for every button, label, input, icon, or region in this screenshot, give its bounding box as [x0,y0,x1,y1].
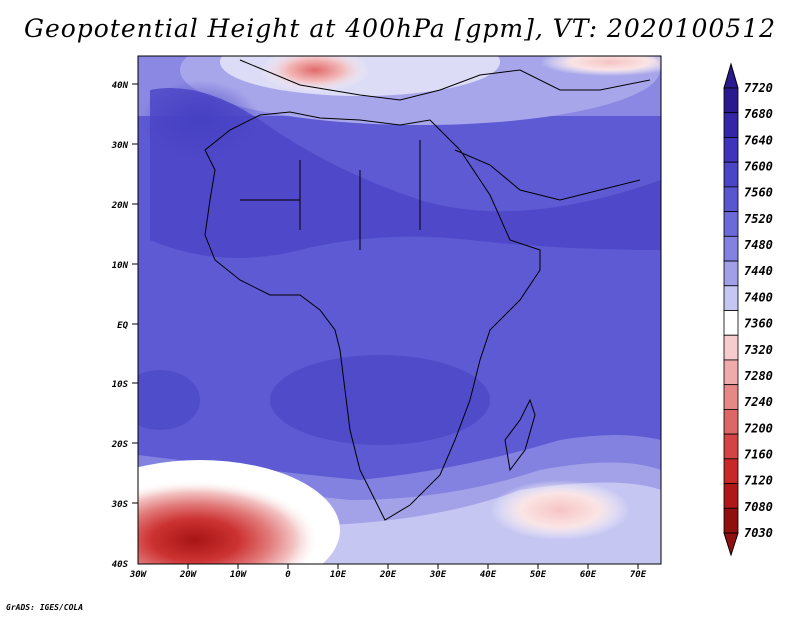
colorbar-swatch [723,186,739,213]
lon-label: 10E [330,570,347,580]
colorbar-swatch [723,137,739,163]
lat-label: 20N [111,201,129,211]
colorbar-swatch [723,384,739,410]
lat-label: 40S [112,560,129,570]
coastlines [204,59,651,521]
colorbar-label: 7120 [744,474,773,488]
colorbar-swatch [723,483,739,509]
lat-label: 20S [111,440,129,450]
lon-label: 30W [129,570,148,580]
colorbar-label: 7280 [744,369,773,383]
colorbar-label: 7560 [744,186,773,200]
lon-label: 20W [179,570,198,580]
colorbar-swatch [723,408,739,435]
colorbar-label: 7440 [744,264,773,278]
lat-label: 40N [112,81,129,91]
colorbar-label: 7320 [744,343,773,357]
lon-label: 70E [630,570,647,580]
colorbar-swatch [723,112,739,138]
colorbar-swatch [723,310,739,336]
colorbar-label: 7400 [744,290,773,304]
lon-label: 20E [379,570,397,580]
colorbar-label: 7200 [744,421,773,435]
colorbar-label: 7600 [744,160,773,174]
lat-label: 30S [111,500,129,510]
lon-label: 50E [530,570,547,580]
map-frame [137,55,662,565]
colorbar-swatch [723,235,739,262]
colorbar-swatch [723,507,739,534]
colorbar-label: 7720 [744,81,773,95]
colorbar-swatch [723,87,739,114]
map-title: Geopotential Height at 400hPa [gpm], VT:… [23,14,777,43]
colorbar-swatch [723,458,739,484]
colorbar-swatch [723,359,739,386]
lat-label: 10S [112,380,129,390]
lon-label: 0 [285,570,291,580]
colorbar-label: 7680 [744,107,773,121]
colorbar-label: 7240 [744,395,773,409]
lat-label: 10N [112,261,129,271]
lon-label: 30E [429,570,447,580]
colorbar: 7720 7680 7640 7600 7560 7520 7480 7440 7400 7360… [723,62,773,557]
colorbar-label: 7520 [744,212,773,226]
colorbar-label: 7480 [744,238,773,252]
colorbar-swatch [723,211,739,237]
colorbar-label: 7080 [744,500,773,514]
lat-label: 30N [111,141,129,151]
colorbar-label: 7160 [744,447,773,461]
colorbar-swatch [723,161,739,188]
colorbar-label: 7640 [744,133,773,147]
footer-credit: GrADS: IGES/COLA [6,603,84,612]
colorbar-swatch [723,285,739,311]
colorbar-swatch [723,433,739,460]
lat-label: EQ [117,321,128,331]
lon-label: 10W [230,570,248,580]
colorbar-swatch [723,260,739,287]
lon-label: 60E [580,570,597,580]
colorbar-swatch [723,334,739,361]
colorbar-label: 7360 [744,317,773,331]
lat-axis: 40N 30N 20N 10N EQ 10S 20S 30S 40S [111,81,138,570]
colorbar-min-arrow [723,532,739,557]
lon-axis: 30W 20W 10W 0 10E 20E 30E 40E 50E 60E 70… [129,564,647,580]
lon-label: 40E [480,570,497,580]
colorbar-label: 7030 [744,526,773,540]
colorbar-max-arrow [723,62,739,89]
height-field [138,56,661,564]
